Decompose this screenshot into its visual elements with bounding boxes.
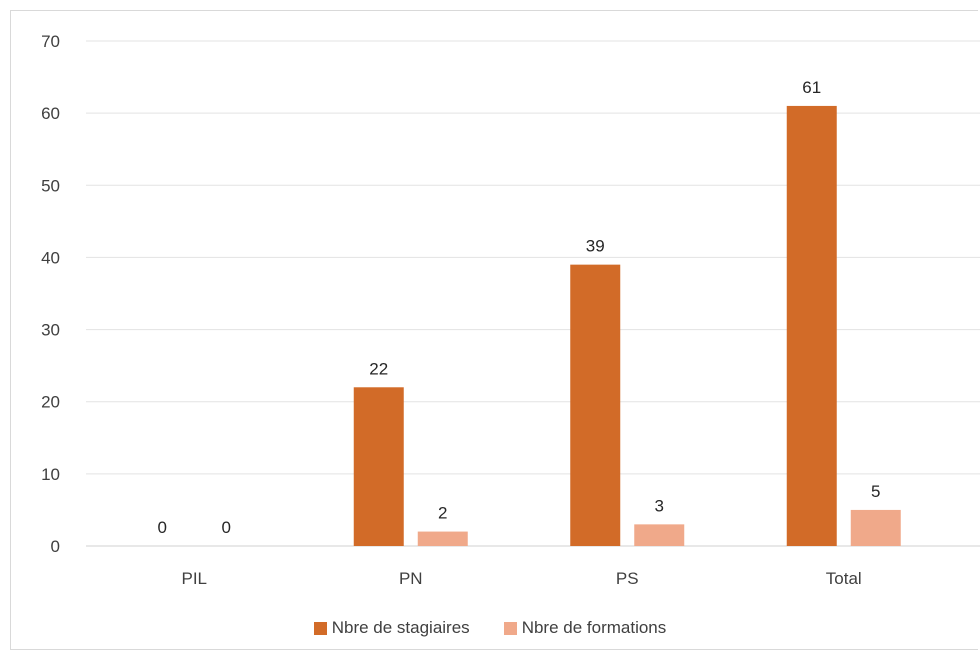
y-tick-label: 20: [41, 393, 60, 412]
data-label-stagiaires-total: 61: [802, 78, 821, 97]
data-label-stagiaires-pn: 22: [369, 359, 388, 378]
bar-formations-pn: [417, 531, 468, 546]
legend-label-stagiaires: Nbre de stagiaires: [331, 618, 470, 637]
bar-stagiaires-ps: [570, 264, 621, 546]
y-tick-label: 30: [41, 321, 60, 340]
legend-item-stagiaires: Nbre de stagiaires: [313, 618, 470, 638]
legend-swatch-stagiaires: [313, 621, 327, 635]
data-label-formations-pn: 2: [438, 504, 447, 523]
y-tick-label: 40: [41, 248, 60, 267]
legend-swatch-formations: [503, 621, 517, 635]
bar-stagiaires-total: [786, 105, 837, 546]
data-label-stagiaires-pil: 0: [158, 518, 167, 537]
bar-formations-total: [850, 509, 901, 546]
bar-formations-ps: [634, 524, 685, 546]
y-tick-label: 50: [41, 176, 60, 195]
y-tick-label: 0: [51, 537, 60, 556]
y-tick-label: 60: [41, 104, 60, 123]
data-label-formations-pil: 0: [222, 518, 231, 537]
legend-label-formations: Nbre de formations: [521, 618, 667, 637]
data-label-formations-ps: 3: [655, 496, 664, 515]
data-label-stagiaires-ps: 39: [586, 237, 605, 256]
x-tick-label: PN: [399, 569, 423, 588]
bar-stagiaires-pn: [353, 387, 404, 546]
data-label-formations-total: 5: [871, 482, 880, 501]
x-tick-label: Total: [826, 569, 862, 588]
y-tick-label: 10: [41, 465, 60, 484]
x-tick-label: PIL: [181, 569, 207, 588]
legend: Nbre de stagiaires Nbre de formations: [0, 618, 980, 638]
legend-item-formations: Nbre de formations: [503, 618, 667, 638]
y-tick-label: 70: [41, 32, 60, 51]
x-tick-label: PS: [616, 569, 639, 588]
